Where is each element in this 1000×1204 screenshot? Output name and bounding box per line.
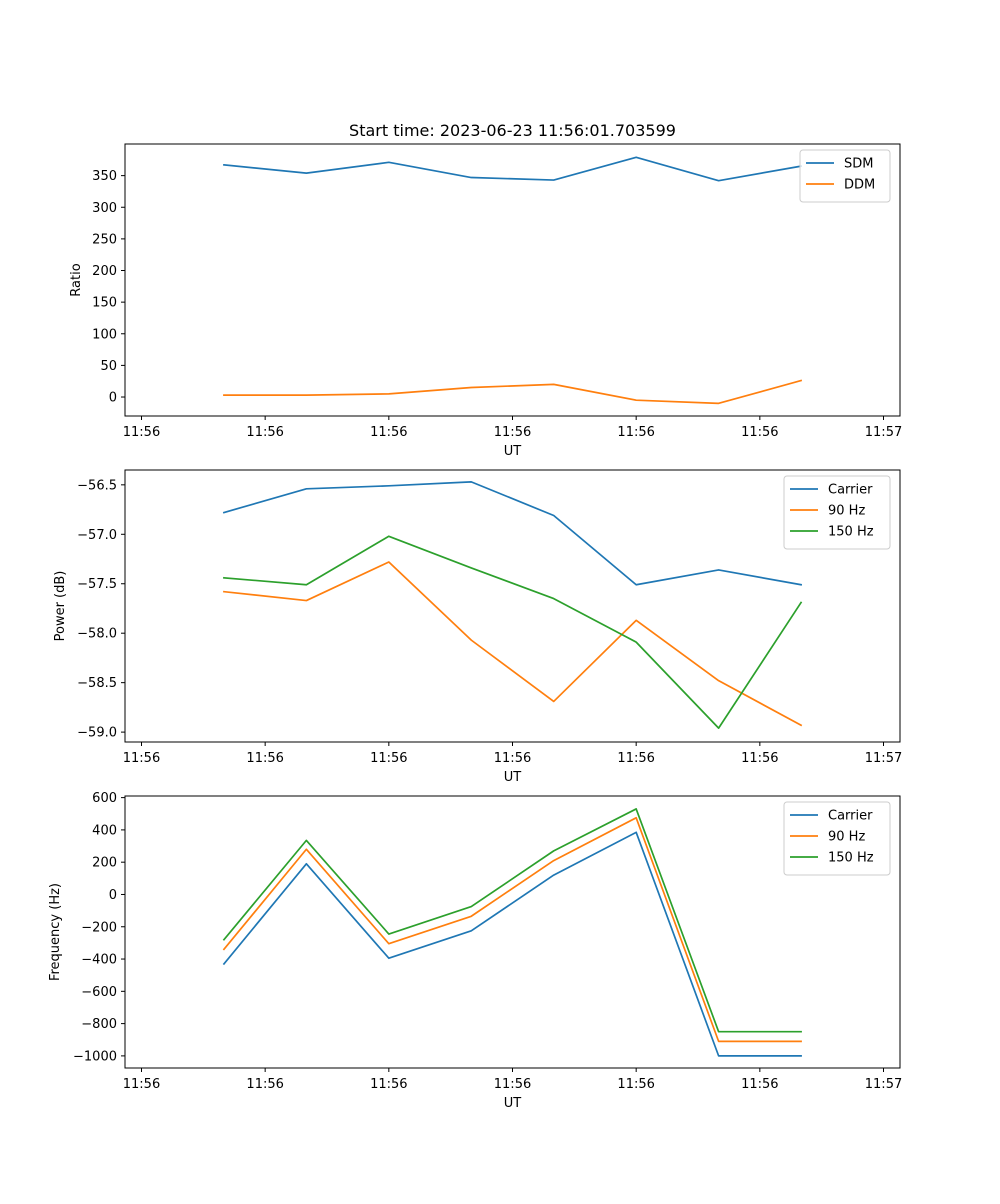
x-tick-label: 11:56 [741,751,778,766]
legend-label: 150 Hz [828,851,874,866]
x-tick-label: 11:56 [123,1077,160,1092]
legend-label: 90 Hz [828,830,865,845]
y-tick-label: −400 [81,953,117,968]
y-tick-label: 0 [109,391,117,406]
x-tick-label: 11:57 [865,751,902,766]
series-line-90-hz [223,561,803,727]
x-axis-label: UT [504,444,522,459]
chart-panel-3: 11:56 11:56 11:56 11:56 11:56 11:56 11:57 −1000… [48,791,902,1111]
y-axis-label: Ratio [69,263,84,296]
y-tick-label: −59.0 [77,726,117,741]
y-tick-label: 200 [92,856,117,871]
y-tick-label: −57.5 [77,577,117,592]
x-tick-label: 11:56 [617,425,654,440]
legend: SDM DDM [799,149,891,203]
y-tick-label: 600 [92,791,117,806]
y-tick-label: 100 [92,327,117,342]
series-line-90-hz [222,816,802,1043]
y-tick-label: 0 [109,888,117,903]
series-line-carrier [222,831,802,1057]
x-tick-label: 11:56 [370,425,407,440]
y-tick-label: −57.0 [77,528,117,543]
legend-label: Carrier [828,809,873,824]
legend-label: SDM [844,157,873,172]
x-tick-label: 11:56 [617,751,654,766]
x-tick-label: 11:56 [370,751,407,766]
y-tick-label: −1000 [73,1049,117,1064]
x-tick-label: 11:56 [123,425,160,440]
y-tick-label: 300 [92,201,117,216]
y-axis-label: Power (dB) [53,571,68,642]
y-tick-label: 200 [92,264,117,279]
x-tick-label: 11:56 [246,751,283,766]
chart-panel-1: 11:56 11:56 11:56 11:56 11:56 11:56 11:57 0 50 10… [69,121,902,459]
x-axis-label: UT [504,770,522,785]
legend-label: Carrier [828,483,873,498]
x-tick-label: 11:56 [246,1077,283,1092]
y-tick-label: 250 [92,232,117,247]
x-axis-label: UT [504,1096,522,1111]
x-tick-label: 11:56 [370,1077,407,1092]
y-tick-label: −600 [81,985,117,1000]
y-tick-label: 350 [92,169,117,184]
x-tick-label: 11:57 [865,1077,902,1092]
y-tick-label: 150 [92,296,117,311]
series-line-carrier [222,481,803,586]
legend-label: 150 Hz [828,525,874,540]
x-tick-label: 11:56 [741,1077,778,1092]
x-tick-label: 11:56 [494,1077,531,1092]
x-tick-label: 11:56 [123,751,160,766]
axes-frame [124,143,901,417]
y-axis-label: Frequency (Hz) [48,883,63,981]
x-tick-label: 11:56 [494,425,531,440]
y-tick-label: −800 [81,1017,117,1032]
x-tick-label: 11:57 [865,425,902,440]
chart-panel-2: 11:56 11:56 11:56 11:56 11:56 11:56 11:57 −59.0… [53,469,902,785]
series-line-150-hz [223,535,803,730]
y-tick-label: 400 [92,823,117,838]
y-tick-label: −56.5 [77,478,117,493]
y-tick-label: −200 [81,920,117,935]
series-line-ddm [223,379,803,405]
x-tick-label: 11:56 [494,751,531,766]
series-line-150-hz [222,808,802,1033]
legend-label: DDM [844,178,875,193]
x-tick-label: 11:56 [741,425,778,440]
legend: Carrier 90 Hz 150 Hz [783,475,891,550]
legend-label: 90 Hz [828,504,865,519]
series-line-sdm [223,156,803,182]
chart-title: Start time: 2023-06-23 11:56:01.703599 [349,121,676,140]
x-tick-label: 11:56 [617,1077,654,1092]
legend: Carrier 90 Hz 150 Hz [783,801,891,876]
y-tick-label: −58.5 [77,676,117,691]
x-tick-label: 11:56 [246,425,283,440]
y-tick-label: 50 [100,359,117,374]
y-tick-label: −58.0 [77,627,117,642]
